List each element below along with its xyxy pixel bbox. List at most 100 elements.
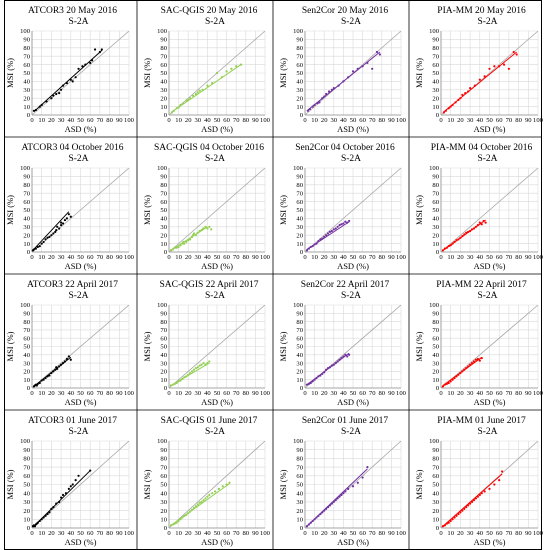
y-axis-label: MSI (%) — [142, 195, 152, 225]
data-point — [189, 371, 192, 375]
x-tick-label: 90 — [252, 254, 259, 261]
y-tick-label: 80 — [296, 456, 303, 463]
y-tick-label: 70 — [160, 53, 167, 60]
data-point — [38, 245, 41, 248]
y-tick-label: 60 — [296, 335, 303, 342]
y-tick-label: 10 — [23, 517, 30, 524]
x-tick-label: 0 — [30, 117, 34, 124]
data-point — [42, 516, 45, 519]
data-point — [235, 65, 238, 68]
y-tick-label: 80 — [23, 45, 30, 52]
panel-subtitle: S-2A — [477, 17, 497, 27]
panel-title: Sen2Cor 22 April 2017 — [301, 280, 390, 290]
x-tick-label: 60 — [496, 390, 503, 397]
y-tick-label: 30 — [296, 360, 303, 367]
data-point — [61, 84, 65, 87]
x-tick-label: 90 — [116, 117, 123, 124]
y-tick-label: 100 — [293, 438, 304, 445]
data-point — [63, 360, 67, 363]
data-point — [482, 219, 485, 223]
data-point — [467, 230, 470, 233]
x-tick-label: 80 — [379, 530, 386, 537]
y-tick-label: 20 — [160, 369, 167, 376]
x-tick-label: 20 — [457, 390, 464, 397]
y-tick-label: 0 — [164, 112, 168, 119]
x-tick-label: 100 — [124, 254, 135, 261]
x-tick-label: 80 — [106, 530, 113, 537]
y-tick-label: 40 — [23, 216, 30, 223]
panel-title: Sen2Cor 01 June 2017 — [302, 416, 389, 426]
data-point — [451, 378, 454, 381]
x-tick-label: 0 — [303, 530, 307, 537]
y-tick-label: 20 — [160, 508, 167, 515]
x-axis-label: ASD (%) — [65, 537, 97, 547]
y-tick-label: 90 — [23, 174, 30, 181]
data-point — [470, 500, 474, 503]
data-point — [185, 240, 188, 244]
y-tick-label: 60 — [23, 473, 30, 480]
x-tick-label: 90 — [116, 390, 123, 397]
x-tick-label: 50 — [214, 117, 221, 124]
data-point — [319, 374, 322, 377]
data-point — [326, 366, 330, 370]
data-point — [467, 365, 470, 368]
data-point — [46, 512, 49, 516]
x-tick-label: 20 — [321, 254, 328, 261]
x-tick-label: 90 — [525, 254, 532, 261]
y-tick-label: 60 — [23, 62, 30, 69]
data-point — [60, 224, 63, 227]
data-point — [64, 492, 68, 495]
data-point — [169, 524, 173, 527]
y-tick-label: 70 — [432, 327, 439, 334]
panel-title: Sen2Cor 20 May 2016 — [302, 6, 389, 16]
x-tick-label: 40 — [340, 530, 347, 537]
x-axis-label: ASD (%) — [474, 124, 506, 134]
y-tick-label: 50 — [296, 482, 303, 489]
data-point — [342, 492, 345, 495]
data-point — [169, 249, 173, 252]
data-point — [192, 232, 196, 235]
data-point — [187, 98, 190, 101]
data-point — [342, 355, 345, 358]
x-tick-label: 20 — [48, 117, 55, 124]
y-tick-label: 20 — [160, 232, 167, 239]
trend-line — [32, 470, 91, 528]
x-tick-label: 80 — [379, 117, 386, 124]
data-point — [52, 94, 55, 97]
data-point — [325, 92, 328, 96]
data-point — [451, 518, 454, 521]
x-tick-label: 30 — [58, 390, 65, 397]
panel-subtitle: S-2A — [205, 291, 225, 301]
x-tick-label: 20 — [457, 530, 464, 537]
y-tick-label: 20 — [296, 232, 303, 239]
x-tick-label: 20 — [457, 117, 464, 124]
data-point — [183, 242, 186, 245]
y-tick-label: 20 — [23, 95, 30, 102]
data-point — [44, 376, 47, 380]
one-to-one-line — [31, 30, 130, 116]
data-point — [449, 244, 452, 247]
x-tick-label: 50 — [214, 254, 221, 261]
data-point — [204, 225, 207, 228]
x-tick-label: 0 — [167, 390, 171, 397]
y-tick-label: 30 — [296, 499, 303, 506]
data-point — [177, 519, 180, 523]
data-point — [455, 375, 458, 378]
y-tick-label: 40 — [160, 490, 167, 497]
data-point — [202, 227, 205, 230]
y-tick-label: 0 — [27, 112, 31, 119]
x-tick-label: 100 — [533, 530, 544, 537]
data-point — [32, 109, 36, 112]
x-tick-label: 100 — [260, 117, 271, 124]
data-point — [175, 107, 178, 110]
x-tick-label: 10 — [175, 254, 182, 261]
data-point — [40, 103, 43, 107]
data-point — [177, 380, 180, 383]
y-tick-label: 80 — [160, 319, 167, 326]
data-point — [445, 382, 448, 385]
y-tick-label: 10 — [23, 377, 30, 384]
data-point — [187, 512, 190, 515]
